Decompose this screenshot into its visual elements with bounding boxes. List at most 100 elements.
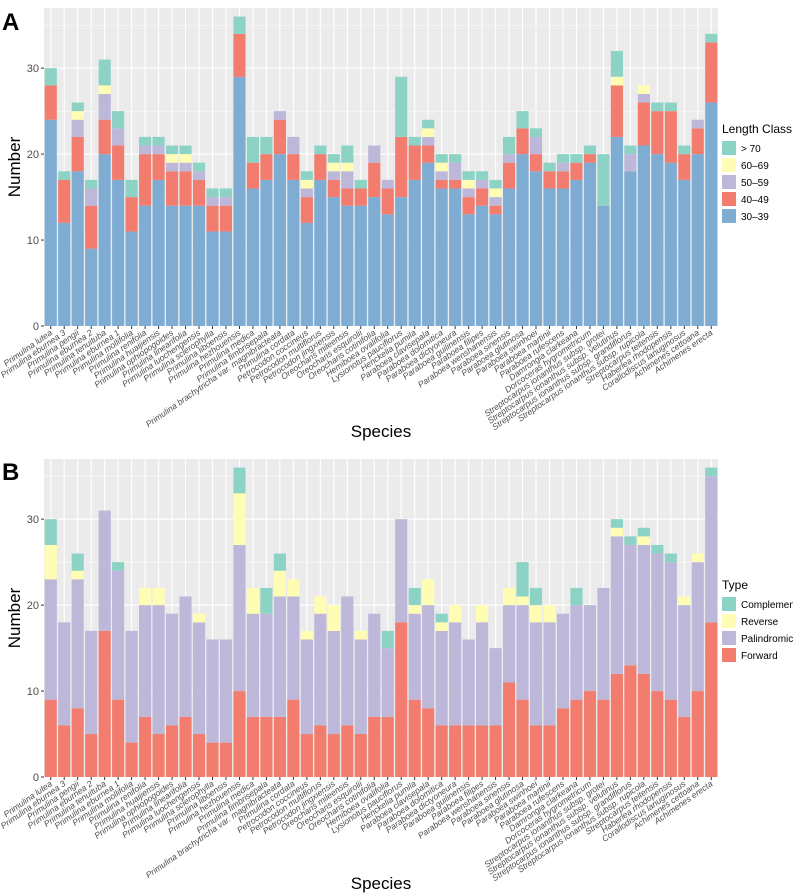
- panel-b-bar-segment: [165, 613, 179, 726]
- panel-a-bar-segment: [98, 119, 111, 155]
- panel-b-y-ticks: 0 10 20 30: [27, 514, 44, 784]
- panel-a-bar-segment: [98, 59, 111, 86]
- panel-b-bar-segment: [71, 570, 84, 580]
- panel-b-bar-segment: [664, 562, 677, 700]
- panel-a-bar-segment: [179, 145, 192, 155]
- panel-a-bar-segment: [422, 136, 435, 146]
- panel-b-bar-segment: [381, 648, 394, 717]
- panel-b-bar-segment: [206, 639, 219, 743]
- panel-b-bar-segment: [408, 605, 421, 614]
- panel-a-bar-segment: [489, 214, 502, 326]
- panel-b-bar-segment: [233, 544, 246, 692]
- panel-a-bar-segment: [422, 128, 435, 137]
- panel-b-bar-segment: [300, 639, 313, 735]
- panel-b-bar-segment: [300, 630, 313, 640]
- panel-a-bar-segment: [327, 171, 340, 180]
- panel-b-bar-segment: [610, 527, 623, 537]
- panel-b-bar-segment: [435, 630, 448, 726]
- panel-a-bar-segment: [300, 179, 313, 189]
- panel-a-legend-swatch: [722, 158, 736, 172]
- panel-b-bar-segment: [705, 622, 718, 777]
- panel-a-bar-segment: [260, 154, 273, 180]
- panel-a-bar-segment: [44, 85, 57, 120]
- panel-a-bar-segment: [85, 179, 98, 189]
- panel-b-bar-segment: [71, 579, 84, 709]
- panel-a-y-tick-label: 10: [27, 235, 39, 247]
- panel-b-bar-segment: [408, 613, 421, 700]
- panel-a-bar-segment: [219, 197, 233, 206]
- panel-a-bar-segment: [583, 154, 597, 163]
- panel-b-bar-segment: [287, 596, 300, 700]
- panel-a-bar-segment: [287, 136, 300, 155]
- panel-b-bar-segment: [192, 734, 206, 777]
- panel-a-bar-segment: [610, 85, 623, 137]
- panel-a-bar-segment: [476, 179, 489, 189]
- panel-b-bar-segment: [449, 622, 462, 726]
- panel-b-bar-segment: [597, 699, 610, 777]
- panel-b-legend-swatch: [722, 648, 736, 662]
- panel-a-bar-segment: [651, 102, 664, 112]
- panel-a-bar-segment: [435, 179, 448, 189]
- panel-a-bar-segment: [597, 205, 610, 326]
- panel-b-bar-segment: [219, 639, 233, 743]
- panel-a-bar-segment: [300, 197, 313, 223]
- panel-b-letter: B: [2, 459, 19, 486]
- panel-b-bar-segment: [691, 562, 704, 692]
- panel-b-bar-segment: [58, 725, 71, 777]
- panel-a-bar-segment: [192, 179, 206, 206]
- panel-b-bar-segment: [583, 691, 597, 777]
- panel-a-bar-segment: [233, 33, 246, 77]
- panel-a-bar-segment: [273, 111, 286, 120]
- panel-a-bar-segment: [543, 188, 556, 326]
- panel-b-bar-segment: [556, 708, 570, 777]
- panel-a-bar-segment: [395, 136, 408, 198]
- panel-b-legend: Type Complement Reverse Palindromic Forward: [722, 578, 793, 662]
- panel-a-bar-segment: [341, 205, 354, 326]
- panel-b-y-tick-label: 30: [27, 514, 39, 526]
- panel-b-bar-segment: [705, 467, 718, 477]
- panel-b-bar-segment: [691, 691, 704, 777]
- panel-a-bar-segment: [462, 171, 475, 180]
- panel-a-bar-segment: [435, 188, 448, 326]
- panel-a-bar-segment: [610, 50, 623, 77]
- panel-a-legend-label: > 70: [741, 144, 761, 155]
- panel-b-bar-segment: [300, 734, 313, 777]
- panel-b-bar-segment: [85, 630, 98, 735]
- panel-b-y-tick-label: 10: [27, 686, 39, 698]
- panel-b-bar-segment: [489, 725, 502, 777]
- panel-a-bar-segment: [381, 179, 394, 189]
- panel-a-bar-segment: [449, 162, 462, 180]
- panel-b-bar-segment: [327, 605, 340, 631]
- panel-a-bar-segment: [206, 205, 219, 232]
- panel-b-bar-segment: [529, 587, 543, 606]
- panel-a-bar-segment: [300, 222, 313, 326]
- panel-a-bar-segment: [246, 162, 260, 189]
- panel-b-bar-segment: [112, 570, 125, 700]
- panel-a-bar-segment: [516, 154, 529, 326]
- panel-b-bar-segment: [449, 605, 462, 623]
- panel-a-bar-segment: [354, 188, 367, 206]
- panel-a-bar-segment: [246, 136, 260, 163]
- panel-b-y-axis-title: Number: [5, 587, 24, 648]
- panel-b-y-tick-label: 20: [27, 600, 39, 612]
- panel-a-bar-segment: [354, 179, 367, 189]
- panel-b-bar-segment: [273, 553, 286, 571]
- panel-b-bar-segment: [139, 587, 152, 606]
- panel-a-bar-segment: [489, 188, 502, 198]
- panel-b-bar-segment: [597, 587, 610, 700]
- panel-b-bar-segment: [529, 725, 543, 777]
- panel-a-bar-segment: [165, 162, 179, 172]
- panel-a-bar-segment: [125, 197, 138, 232]
- panel-a-bar-segment: [165, 145, 179, 155]
- panel-a-bar-segment: [583, 145, 597, 155]
- panel-a-bar-segment: [624, 154, 637, 172]
- panel-a-bar-segment: [327, 162, 340, 172]
- panel-b-bar-segment: [543, 605, 556, 623]
- panel-a-bar-segment: [556, 188, 570, 326]
- panel-a-legend: Length Class > 70 60–69 50–59 40–49 30–39: [722, 122, 792, 223]
- panel-a-bar-segment: [408, 145, 421, 180]
- panel-b-bar-segment: [395, 519, 408, 623]
- panel-a-bar-segment: [435, 154, 448, 163]
